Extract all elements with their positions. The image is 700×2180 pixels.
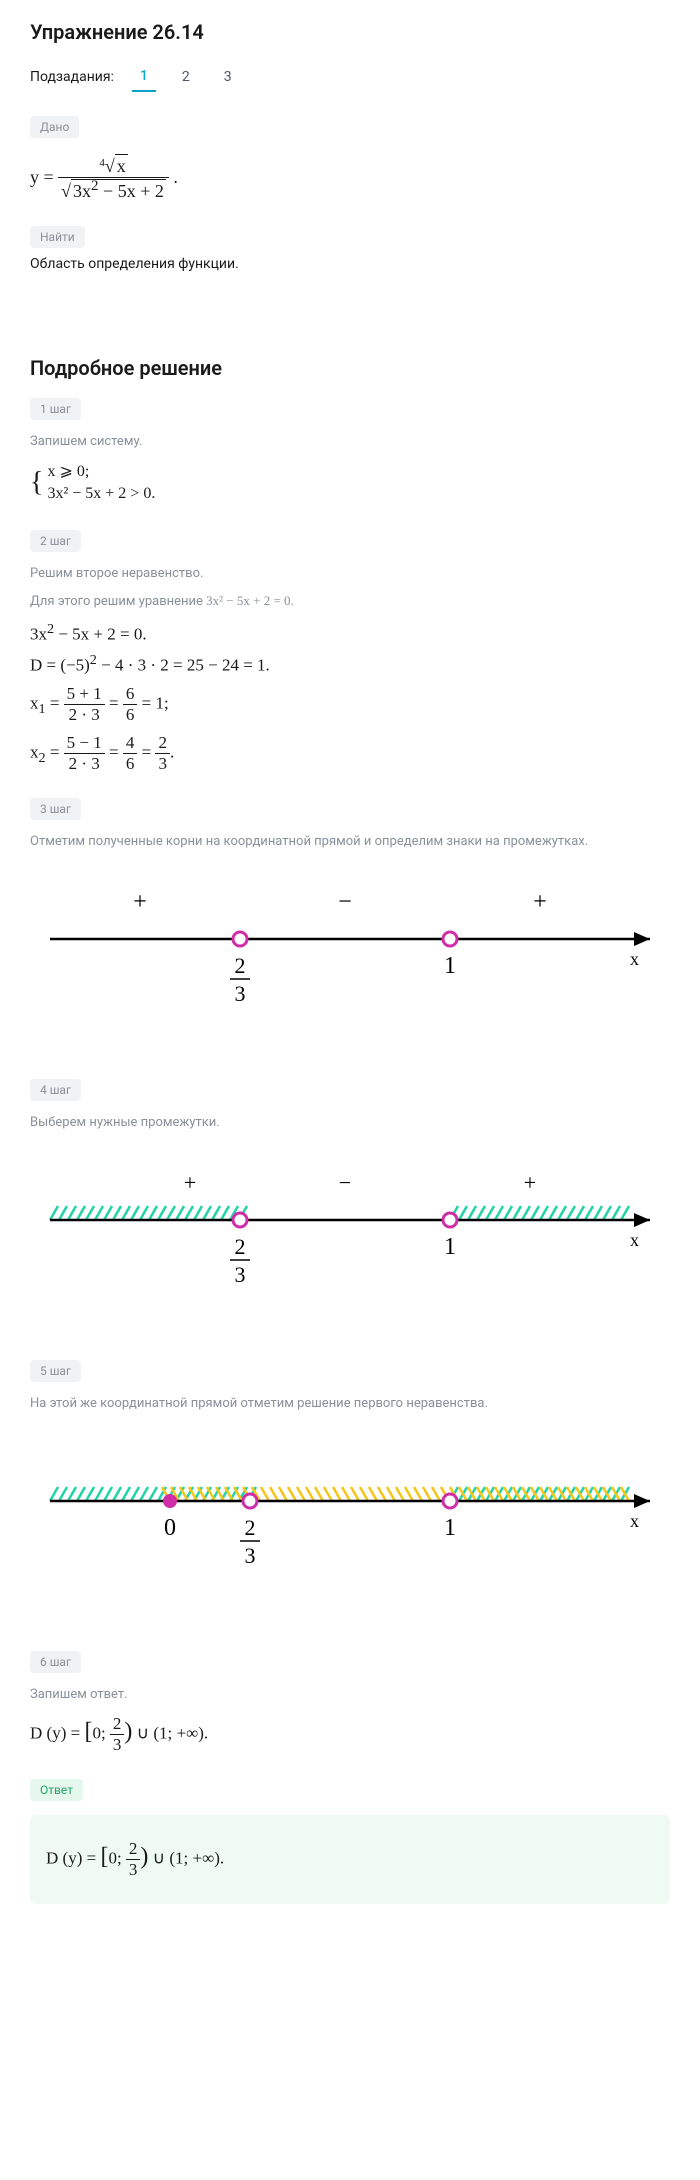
tab-3[interactable]: 3 — [216, 63, 240, 91]
step-6-answer: D (y) = [0; 23) ∪ (1; +∞). — [30, 1714, 670, 1755]
answer-line: D (y) = [0; 23) ∪ (1; +∞). — [46, 1839, 654, 1880]
svg-text:2: 2 — [245, 1515, 256, 1540]
svg-text:x: x — [630, 949, 639, 969]
step-4-chip: 4 шаг — [30, 1079, 81, 1101]
page-title: Упражнение 26.14 — [30, 20, 670, 44]
number-line-3: x 0 2 3 1 — [30, 1431, 670, 1611]
given-formula: y = 4√x√3x2 − 5x + 2 . — [30, 156, 670, 202]
step-1-desc: Запишем систему. — [30, 434, 670, 449]
svg-text:3: 3 — [235, 981, 246, 1006]
step-2-eq4: x2 = 5 − 12 · 3 = 46 = 23. — [30, 733, 670, 774]
svg-text:1: 1 — [444, 1234, 456, 1260]
svg-text:−: − — [339, 1170, 351, 1195]
svg-text:2: 2 — [235, 1234, 246, 1259]
svg-text:x: x — [630, 1511, 639, 1531]
svg-text:−: − — [338, 889, 352, 915]
svg-text:0: 0 — [164, 1515, 176, 1541]
find-chip: Найти — [30, 226, 85, 248]
solution-title: Подробное решение — [30, 356, 670, 380]
system-line-1: x ⩾ 0; — [47, 461, 155, 483]
step-2-eq3: x1 = 5 + 12 · 3 = 66 = 1; — [30, 684, 670, 725]
find-text: Область определения функции. — [30, 256, 670, 272]
answer-chip: Ответ — [30, 1779, 83, 1801]
svg-text:3: 3 — [235, 1262, 246, 1287]
number-line-1: x 2 3 1 + − + — [30, 869, 670, 1039]
svg-text:1: 1 — [444, 953, 456, 979]
step-1-chip: 1 шаг — [30, 398, 81, 420]
svg-text:x: x — [630, 1230, 639, 1250]
step-3-desc: Отметим полученные корни на координатной… — [30, 834, 670, 849]
step-3-chip: 3 шаг — [30, 798, 81, 820]
number-line-2: x 2 3 1 + − + — [30, 1150, 670, 1320]
step-2-eq1: 3x2 − 5x + 2 = 0. — [30, 621, 670, 645]
svg-text:+: + — [133, 889, 147, 915]
tabs-label: Подзадания: — [30, 69, 114, 85]
svg-text:+: + — [184, 1170, 196, 1195]
svg-text:2: 2 — [235, 953, 246, 978]
given-chip: Дано — [30, 116, 79, 138]
step-2-chip: 2 шаг — [30, 530, 81, 552]
subtask-tabs: Подзадания: 1 2 3 — [30, 62, 670, 92]
step-6-desc: Запишем ответ. — [30, 1687, 670, 1702]
svg-text:3: 3 — [245, 1543, 256, 1568]
step-1-system: { x ⩾ 0; 3x² − 5x + 2 > 0. — [30, 461, 670, 506]
step-2-sub: Для этого решим уравнение 3x² − 5x + 2 =… — [30, 593, 670, 609]
svg-text:+: + — [533, 889, 547, 915]
system-line-2: 3x² − 5x + 2 > 0. — [47, 483, 155, 505]
svg-text:+: + — [524, 1170, 536, 1195]
svg-text:1: 1 — [444, 1515, 456, 1541]
step-6-chip: 6 шаг — [30, 1651, 81, 1673]
tab-1[interactable]: 1 — [132, 62, 156, 92]
step-2-eq2: D = (−5)2 − 4 · 3 · 2 = 25 − 24 = 1. — [30, 652, 670, 676]
step-5-chip: 5 шаг — [30, 1360, 81, 1382]
step-2-desc: Решим второе неравенство. — [30, 566, 670, 581]
tab-2[interactable]: 2 — [174, 63, 198, 91]
step-5-desc: На этой же координатной прямой отметим р… — [30, 1396, 670, 1411]
answer-box: D (y) = [0; 23) ∪ (1; +∞). — [30, 1815, 670, 1904]
step-4-desc: Выберем нужные промежутки. — [30, 1115, 670, 1130]
